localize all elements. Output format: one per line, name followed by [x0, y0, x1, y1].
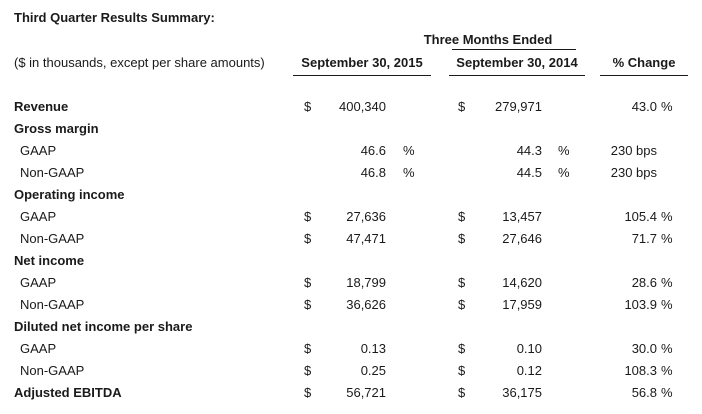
- row-label: GAAP: [20, 143, 57, 158]
- cell-chg: 105.4: [624, 209, 657, 224]
- row-label: GAAP: [20, 209, 57, 224]
- cell-c1: $: [304, 209, 312, 224]
- row-label: GAAP: [20, 275, 57, 290]
- cell-v2: 0.10: [516, 341, 542, 356]
- amounts-note: ($ in thousands, except per share amount…: [14, 55, 265, 70]
- column-header-2015: September 30, 2015: [301, 55, 423, 70]
- cell-v2: 13,457: [502, 209, 542, 224]
- cell-v1: 0.13: [360, 341, 386, 356]
- column-header-2014: September 30, 2014: [456, 55, 578, 70]
- cell-chg-unit: %: [661, 341, 673, 356]
- cell-v1: 47,471: [346, 231, 386, 246]
- cell-chg-unit: %: [661, 385, 673, 400]
- cell-c1: $: [304, 99, 312, 114]
- cell-v1: 400,340: [339, 99, 386, 114]
- cell-s2: %: [558, 165, 570, 180]
- column-underline-2014: [449, 75, 585, 76]
- period-underline: [452, 49, 576, 50]
- cell-chg-unit: %: [661, 363, 673, 378]
- cell-chg-unit: %: [661, 209, 673, 224]
- cell-v1: 18,799: [346, 275, 386, 290]
- cell-chg: 43.0: [631, 99, 657, 114]
- cell-c2: $: [458, 99, 466, 114]
- row-label: Gross margin: [14, 121, 99, 136]
- row-label: Net income: [14, 253, 85, 268]
- cell-c1: $: [304, 341, 312, 356]
- cell-v1: 27,636: [346, 209, 386, 224]
- cell-c2: $: [458, 341, 466, 356]
- column-underline-change: [600, 75, 688, 76]
- row-label: Non-GAAP: [20, 297, 85, 312]
- cell-s1: %: [403, 165, 415, 180]
- row-label: Non-GAAP: [20, 363, 85, 378]
- cell-c1: $: [304, 363, 312, 378]
- row-label: Non-GAAP: [20, 231, 85, 246]
- cell-c2: $: [458, 363, 466, 378]
- cell-c2: $: [458, 385, 466, 400]
- cell-chg: 103.9: [624, 297, 657, 312]
- cell-c1: $: [304, 297, 312, 312]
- row-label: Adjusted EBITDA: [14, 385, 122, 400]
- cell-chg: 230 bps: [610, 165, 657, 180]
- cell-v1: 46.8: [360, 165, 386, 180]
- cell-v2: 0.12: [516, 363, 542, 378]
- cell-chg: 30.0: [631, 341, 657, 356]
- cell-chg: 108.3: [624, 363, 657, 378]
- cell-v2: 44.3: [516, 143, 542, 158]
- cell-c2: $: [458, 275, 466, 290]
- cell-c2: $: [458, 231, 466, 246]
- column-underline-2015: [293, 75, 431, 76]
- cell-c2: $: [458, 209, 466, 224]
- row-label: Operating income: [14, 187, 125, 202]
- row-label: Diluted net income per share: [14, 319, 193, 334]
- cell-c1: $: [304, 231, 312, 246]
- cell-chg-unit: %: [661, 297, 673, 312]
- cell-v2: 27,646: [502, 231, 542, 246]
- cell-c2: $: [458, 297, 466, 312]
- cell-chg: 230 bps: [610, 143, 657, 158]
- cell-chg-unit: %: [661, 231, 673, 246]
- cell-v1: 56,721: [346, 385, 386, 400]
- cell-v2: 36,175: [502, 385, 542, 400]
- cell-v1: 46.6: [360, 143, 386, 158]
- cell-c1: $: [304, 385, 312, 400]
- period-header: Three Months Ended: [423, 32, 553, 47]
- cell-s1: %: [403, 143, 415, 158]
- column-header-change: % Change: [612, 55, 676, 70]
- cell-v2: 279,971: [495, 99, 542, 114]
- cell-v2: 17,959: [502, 297, 542, 312]
- cell-chg-unit: %: [661, 99, 673, 114]
- cell-chg: 71.7: [631, 231, 657, 246]
- cell-s2: %: [558, 143, 570, 158]
- cell-chg-unit: %: [661, 275, 673, 290]
- row-label: Revenue: [14, 99, 69, 114]
- row-label: GAAP: [20, 341, 57, 356]
- cell-v2: 44.5: [516, 165, 542, 180]
- cell-c1: $: [304, 275, 312, 290]
- cell-v1: 36,626: [346, 297, 386, 312]
- cell-chg: 28.6: [631, 275, 657, 290]
- cell-chg: 56.8: [631, 385, 657, 400]
- page-title: Third Quarter Results Summary:: [14, 10, 215, 25]
- cell-v2: 14,620: [502, 275, 542, 290]
- cell-v1: 0.25: [360, 363, 386, 378]
- row-label: Non-GAAP: [20, 165, 85, 180]
